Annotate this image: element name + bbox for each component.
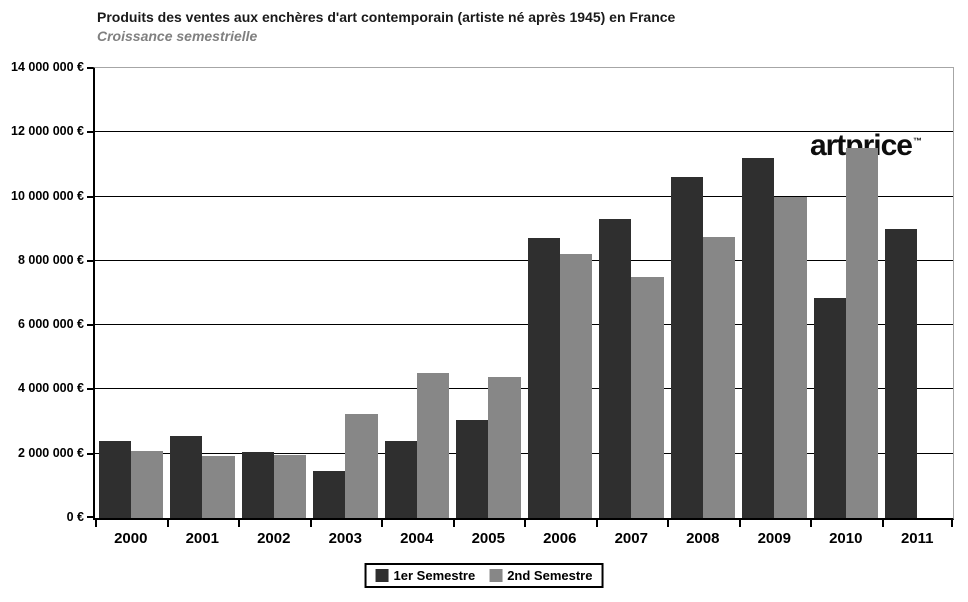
- bar-2000-sem2: [130, 450, 163, 518]
- y-tick: [87, 516, 93, 518]
- bar-2010-sem1: [813, 297, 846, 518]
- y-tick-label: 14 000 000 €: [11, 60, 84, 74]
- bar-2007-sem1: [599, 219, 632, 518]
- x-category-label: 2006: [543, 530, 577, 547]
- x-tick: [881, 518, 884, 527]
- bar-2008-sem1: [670, 177, 703, 518]
- x-tick: [452, 518, 455, 527]
- y-tick-label: 12 000 000 €: [11, 124, 84, 139]
- y-tick: [87, 67, 93, 69]
- chart-title: Produits des ventes aux enchères d'art c…: [97, 9, 676, 25]
- y-tick: [87, 324, 93, 327]
- legend-label-semester2: 2nd Semestre: [507, 568, 593, 583]
- legend-item-semester1: 1er Semestre: [375, 568, 476, 583]
- x-tick: [524, 518, 526, 527]
- gridline: [95, 324, 953, 326]
- trademark-symbol: ™: [913, 136, 922, 146]
- bar-2006-sem1: [527, 238, 560, 518]
- bar-2002-sem1: [241, 452, 274, 518]
- gridline: [95, 195, 953, 197]
- y-tick: [87, 452, 93, 455]
- x-category-label: 2000: [114, 530, 148, 547]
- bar-2005-sem2: [488, 376, 521, 518]
- y-tick-label: 4 000 000 €: [17, 381, 84, 396]
- chart-subtitle: Croissance semestrielle: [97, 28, 258, 44]
- x-tick: [738, 518, 741, 527]
- bar-2002-sem2: [273, 455, 306, 518]
- gridline: [95, 452, 953, 454]
- bar-2005-sem1: [456, 419, 489, 518]
- gridline: [95, 259, 953, 261]
- bar-2004-sem1: [384, 440, 417, 518]
- bar-2000-sem1: [98, 440, 131, 518]
- y-tick: [87, 131, 93, 134]
- x-category-label: 2001: [185, 530, 219, 547]
- bar-2001-sem2: [202, 455, 235, 518]
- bar-2009-sem1: [742, 158, 775, 518]
- x-tick: [381, 518, 383, 527]
- x-category-label: 2009: [757, 530, 791, 547]
- y-axis-labels: 0 € 2 000 000 € 4 000 000 € 6 000 000 € 8 00…: [0, 60, 84, 524]
- legend-swatch-semester2: [489, 569, 503, 582]
- x-tick: [951, 518, 953, 527]
- x-category-label: 2007: [614, 530, 648, 547]
- gridline: [95, 388, 953, 390]
- x-tick: [810, 518, 812, 527]
- bar-2009-sem2: [774, 196, 807, 518]
- x-category-label: 2005: [471, 530, 505, 547]
- x-category-label: 2008: [686, 530, 720, 547]
- x-category-label: 2004: [400, 530, 434, 547]
- plot-area: artprice™ 2000 2001 2002 2003 2004 2005 2006 20…: [87, 67, 954, 547]
- x-category-label: 2002: [257, 530, 291, 547]
- bar-2001-sem1: [170, 436, 203, 518]
- y-tick-label: 0 €: [66, 510, 84, 524]
- bar-2008-sem2: [702, 236, 735, 518]
- x-tick: [95, 518, 97, 527]
- y-tick: [87, 259, 93, 262]
- x-tick: [309, 518, 312, 527]
- legend-label-semester1: 1er Semestre: [393, 568, 476, 583]
- x-category-label: 2011: [900, 530, 934, 547]
- y-tick: [87, 195, 93, 198]
- x-category-label: 2003: [328, 530, 362, 547]
- x-category-label: 2010: [829, 530, 863, 547]
- legend: 1er Semestre 2nd Semestre: [364, 563, 604, 588]
- x-tick: [238, 518, 240, 527]
- legend-item-semester2: 2nd Semestre: [489, 568, 592, 583]
- y-tick: [87, 388, 93, 391]
- gridline: [95, 131, 953, 133]
- y-tick-label: 2 000 000 €: [17, 445, 84, 460]
- x-tick: [667, 518, 669, 527]
- y-tick-label: 8 000 000 €: [17, 252, 84, 267]
- bar-2007-sem2: [631, 276, 664, 518]
- bar-2003-sem1: [313, 471, 346, 518]
- y-tick-label: 6 000 000 €: [17, 317, 84, 332]
- bar-2011-sem1: [885, 228, 918, 518]
- legend-swatch-semester1: [375, 569, 389, 582]
- y-tick-label: 10 000 000 €: [11, 188, 84, 203]
- bar-2003-sem2: [345, 413, 378, 518]
- bar-2004-sem2: [416, 373, 449, 518]
- x-tick: [166, 518, 169, 527]
- bar-2010-sem2: [845, 148, 878, 518]
- x-tick: [595, 518, 598, 527]
- bar-2006-sem2: [559, 254, 592, 518]
